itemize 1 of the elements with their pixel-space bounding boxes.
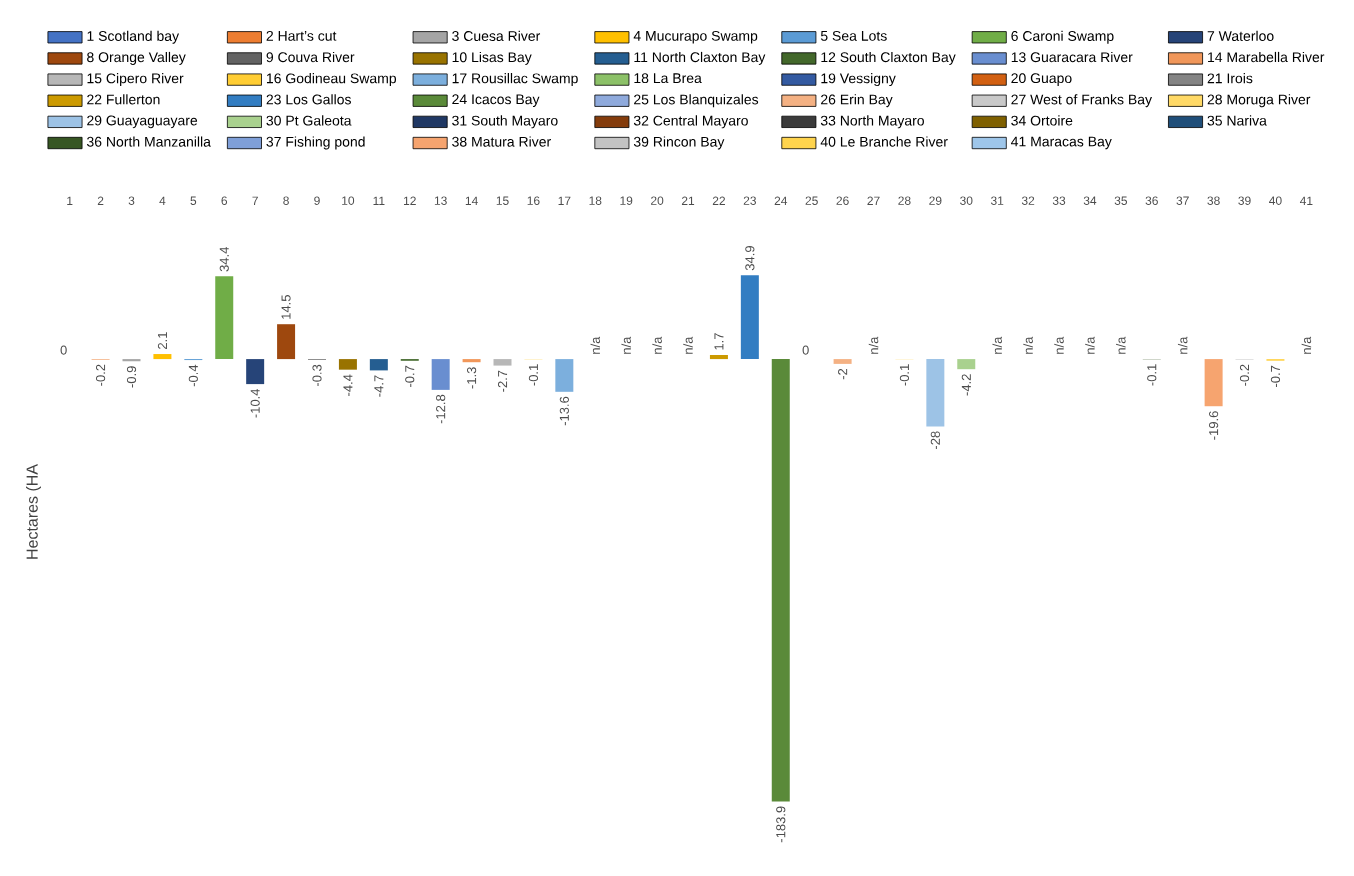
y-axis-title: Hectares (HA bbox=[26, 464, 41, 559]
